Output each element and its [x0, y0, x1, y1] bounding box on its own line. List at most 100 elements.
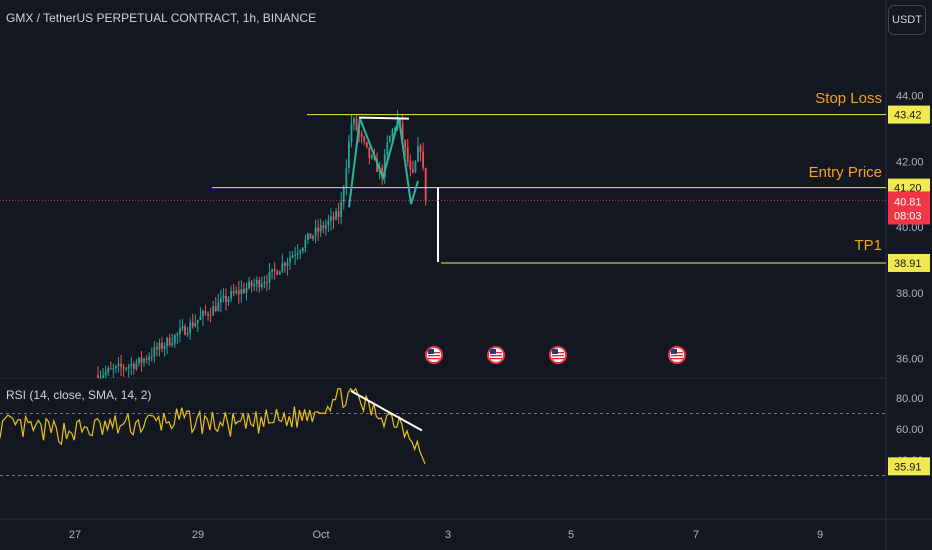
double-top-resistance-line — [358, 116, 410, 120]
time-tick-label: Oct — [312, 529, 329, 541]
flag-stripe — [671, 358, 683, 360]
candle-body — [112, 368, 115, 370]
us-flag-event-icon[interactable] — [425, 346, 443, 364]
candle-body — [130, 364, 133, 367]
candle-body — [291, 255, 294, 258]
candle-body — [176, 333, 179, 336]
candle-body — [268, 271, 271, 283]
candle-body — [191, 322, 194, 327]
candle-body — [125, 368, 128, 370]
stop-loss-price-label: 43.42 — [894, 110, 922, 122]
candle-body — [258, 280, 261, 288]
candle-body — [255, 280, 258, 285]
price-tick-label: 42.00 — [896, 156, 924, 168]
candle-body — [394, 128, 396, 131]
candle-body — [173, 335, 176, 344]
candle-body — [273, 269, 276, 271]
rsi-indicator-label: RSI (14, close, SMA, 14, 2) — [6, 388, 152, 402]
tp1-price-label: 38.91 — [894, 258, 922, 270]
candle-body — [117, 363, 120, 366]
candle-body — [381, 167, 384, 178]
price-tick-label: 44.00 — [896, 91, 924, 103]
candle-body — [217, 302, 220, 312]
rsi-tick-label: 80.00 — [896, 393, 924, 405]
rsi-value-label: 35.91 — [894, 461, 922, 473]
candle-body — [350, 123, 353, 142]
time-tick-label: 3 — [445, 529, 451, 541]
candle-body — [219, 298, 222, 303]
rsi-trendline — [350, 390, 423, 432]
tp1-annotation: TP1 — [854, 237, 882, 254]
candle-body — [166, 337, 169, 346]
chart-title: GMX / TetherUS PERPETUAL CONTRACT, 1h, B… — [6, 11, 317, 25]
candle-body — [189, 322, 192, 333]
price-tick-label: 38.00 — [896, 288, 924, 300]
rsi-line — [0, 387, 426, 465]
us-flag-event-icon[interactable] — [487, 346, 505, 364]
candle-body — [324, 224, 327, 229]
currency-button[interactable]: USDT — [888, 5, 926, 35]
candle-body — [330, 216, 332, 221]
current-price-label: 40.81 — [894, 196, 922, 208]
price-tick-label: 36.00 — [896, 354, 924, 366]
candle-body — [294, 254, 297, 256]
candle-body — [363, 136, 366, 142]
candle-body — [307, 233, 309, 240]
candle-body — [204, 311, 207, 314]
us-flag-event-icon[interactable] — [549, 346, 567, 364]
rsi-tick-label: 60.00 — [896, 424, 924, 436]
current-price-badge-bg — [888, 191, 930, 225]
candle-body — [184, 326, 186, 335]
candle-body — [202, 311, 204, 317]
candle-body — [120, 363, 122, 368]
candle-body — [158, 342, 161, 350]
candle-body — [171, 343, 174, 346]
candle-body — [127, 366, 130, 369]
candle-body — [235, 290, 238, 293]
candle-body — [245, 288, 248, 293]
candle-body — [194, 323, 197, 327]
candle-body — [209, 315, 212, 317]
candle-body — [335, 211, 337, 220]
candle-body — [104, 372, 107, 376]
candle-body — [122, 367, 125, 369]
us-flag-event-icon[interactable] — [668, 346, 686, 364]
candle-body — [145, 358, 148, 360]
time-tick-label: 7 — [693, 529, 699, 541]
flag-canton — [428, 349, 434, 354]
candle-body — [317, 227, 320, 232]
flag-stripe — [552, 358, 564, 360]
candle-body — [355, 118, 358, 130]
candle-body — [225, 295, 227, 303]
candle-body — [312, 235, 314, 239]
stop-loss-price-label-bg — [888, 105, 930, 124]
candle-body — [179, 328, 181, 334]
double-top-pattern — [348, 118, 419, 208]
candle-body — [278, 271, 281, 275]
candle-body — [401, 123, 404, 141]
candle-body — [97, 375, 99, 378]
candle-body — [248, 281, 250, 289]
candle-body — [337, 211, 340, 217]
candle-body — [181, 326, 184, 329]
candle-body — [283, 263, 286, 266]
candle-body — [309, 233, 312, 239]
flag-stripe — [428, 358, 440, 360]
entry-price-annotation: Entry Price — [808, 164, 882, 181]
price-tick-label: 40.00 — [896, 222, 924, 234]
candle-body — [99, 377, 102, 379]
candle-body — [132, 364, 135, 370]
candle-body — [342, 187, 345, 202]
time-tick-label: 27 — [69, 529, 81, 541]
candle-body — [360, 133, 363, 137]
candle-body — [150, 356, 153, 358]
candle-body — [140, 357, 143, 363]
candle-body — [365, 141, 368, 148]
flag-stripe — [490, 355, 502, 357]
candle-body — [347, 141, 350, 169]
candle-body — [424, 167, 427, 201]
candle-body — [163, 345, 166, 349]
candle-body — [422, 151, 425, 168]
candle-body — [240, 289, 243, 295]
